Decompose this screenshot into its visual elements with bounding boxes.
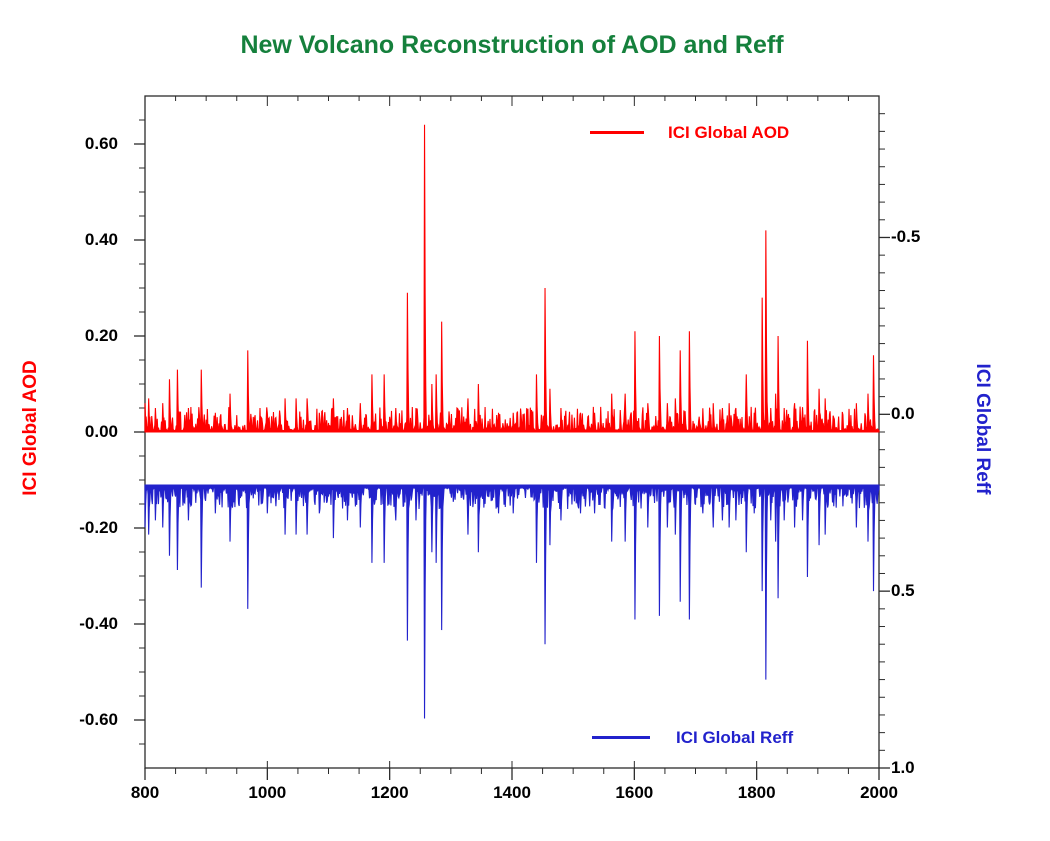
left-tick-label: -0.20 (79, 518, 118, 537)
right-tick-label: 0.0 (891, 404, 915, 424)
right-axis-title: ICI Global Reff (972, 363, 993, 495)
right-tick-label: -0.5 (891, 227, 921, 247)
left-tick-label: 0.00 (84, 422, 118, 441)
left-tick-label: 0.40 (84, 230, 118, 249)
left-tick-label: -0.60 (79, 710, 118, 729)
reff-series-path (144, 484, 880, 719)
aod-series-path (144, 124, 880, 433)
legend-aod-line (590, 131, 644, 134)
x-tick-label: 1600 (615, 783, 654, 802)
x-tick-label: 1000 (248, 783, 287, 802)
x-tick-label: 1200 (370, 783, 409, 802)
x-tick-label: 2000 (860, 783, 898, 802)
legend-aod-label: ICI Global AOD (668, 123, 790, 142)
x-tick-label: 800 (130, 783, 160, 802)
legend-reff-line (592, 736, 650, 739)
left-tick-label: 0.60 (84, 134, 118, 153)
right-tick-label: 1.0 (891, 758, 915, 777)
x-tick-label: 1800 (737, 783, 776, 802)
left-tick-label: -0.40 (79, 614, 118, 633)
x-tick-label: 1400 (493, 783, 531, 802)
legend-reff-label: ICI Global Reff (676, 728, 794, 747)
left-tick-label: 0.20 (84, 326, 118, 345)
left-axis-title: ICI Global AOD (20, 360, 41, 496)
chart-title: New Volcano Reconstruction of AOD and Re… (240, 31, 784, 59)
right-tick-label: 0.5 (891, 581, 915, 601)
